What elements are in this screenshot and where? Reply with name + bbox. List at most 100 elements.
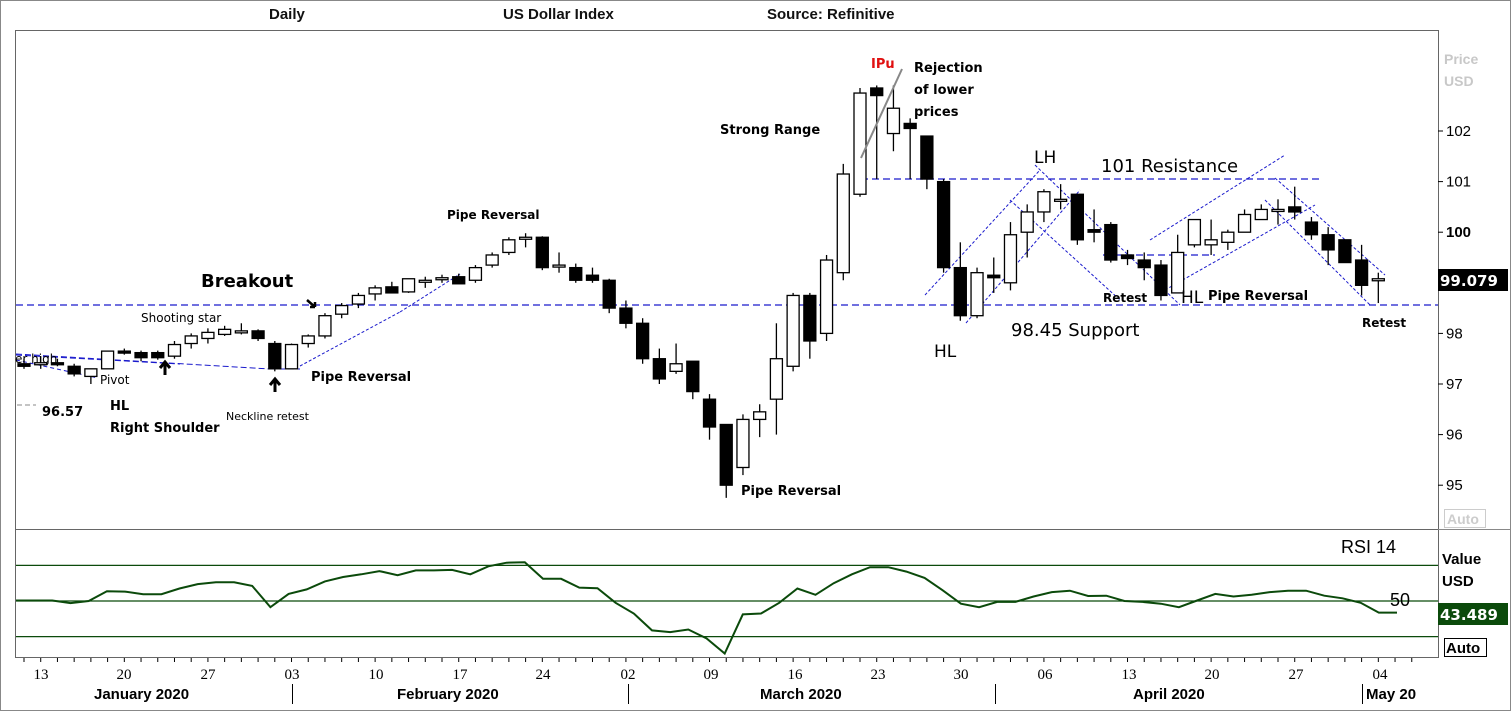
chart-title: US Dollar Index [503, 6, 614, 23]
day-tick-label: 04 [1373, 667, 1389, 683]
candle [619, 300, 633, 329]
price-tick-label: 97 [1446, 376, 1463, 393]
rsi-midline-label: 50 [1390, 590, 1410, 610]
candle [920, 135, 934, 190]
annotation-pipe-reversal-4: Pipe Reversal [1208, 289, 1308, 304]
candle [1271, 199, 1285, 225]
candle [485, 252, 499, 268]
annotation-resistance: 101 Resistance [1101, 156, 1238, 177]
candle [151, 350, 165, 360]
annotation-right-shoulder: Right Shoulder [110, 421, 220, 436]
annotation-support: 98.45 Support [1011, 320, 1139, 341]
annotation-hl-mid: HL [934, 342, 957, 362]
up-arrow-icon [158, 359, 172, 375]
candle [518, 233, 533, 248]
annotation-retest-2: Retest [1362, 316, 1406, 330]
month-label-april: April 2020 [1133, 686, 1205, 703]
candle [1254, 204, 1268, 221]
candle [1371, 272, 1385, 304]
candle [1087, 209, 1101, 243]
month-label-march: March 2020 [760, 686, 842, 703]
candle [769, 323, 784, 435]
annotation-rejection-2: of lower [914, 83, 974, 98]
day-tick-label: 30 [954, 667, 969, 683]
price-tick-label: 101 [1446, 174, 1471, 191]
day-tick-label: 16 [788, 667, 804, 683]
candle [50, 358, 65, 367]
candle [184, 333, 198, 349]
candle [886, 85, 901, 152]
day-tick-label: 20 [117, 667, 132, 683]
candlestick-series [17, 85, 1385, 498]
candle [251, 329, 265, 341]
period-label: Daily [269, 6, 305, 23]
price-auto-button[interactable]: Auto [1444, 509, 1486, 528]
candle [903, 118, 917, 180]
rsi-last-value: 43.489 [1440, 606, 1498, 624]
day-tick-label: 03 [285, 667, 300, 683]
day-tick-label: 27 [1289, 667, 1305, 683]
candle [936, 179, 951, 273]
candle [635, 318, 650, 364]
candle [1154, 260, 1168, 301]
annotation-shooting-star: Shooting star [141, 311, 221, 325]
annotation-pipe-reversal-2: Pipe Reversal [447, 208, 539, 222]
last-price-value: 99.079 [1440, 272, 1498, 290]
candle [468, 265, 483, 283]
breakout-arrow-icon [306, 299, 317, 309]
candle [1003, 222, 1018, 291]
month-label-january: January 2020 [94, 686, 189, 703]
candle [1354, 244, 1369, 296]
candle [84, 368, 98, 384]
candle [953, 242, 967, 321]
day-tick-label: 13 [34, 667, 49, 683]
candle [368, 285, 382, 301]
price-tick-label: 102 [1446, 123, 1471, 140]
candle [67, 363, 81, 377]
candle [502, 237, 516, 255]
svg-text:Auto: Auto [1447, 511, 1479, 527]
candle [1137, 252, 1151, 281]
candle [351, 292, 366, 309]
candle [318, 313, 332, 339]
candle [284, 343, 299, 370]
annotation-hl-left: HL [110, 399, 129, 414]
candle [870, 85, 884, 180]
candle [1221, 229, 1235, 250]
candle [335, 303, 349, 319]
candle [234, 323, 249, 335]
candle [401, 278, 416, 293]
source-label: Source: Refinitive [767, 6, 895, 23]
candle [134, 350, 148, 362]
annotation-breakout: Breakout [201, 271, 294, 292]
candle [1120, 249, 1135, 266]
rsi-panel [15, 529, 1439, 658]
annotation-pipe-reversal-1: Pipe Reversal [311, 370, 411, 385]
day-tick-label: 17 [453, 667, 469, 683]
candle [100, 350, 115, 370]
candle [452, 273, 466, 285]
svg-text:Auto: Auto [1446, 640, 1480, 657]
candle [669, 343, 683, 374]
candle [201, 328, 215, 344]
annotation-pivot: Pivot [100, 373, 130, 387]
candle [1053, 184, 1068, 210]
x-axis-ticks: 13 20 27 03 10 17 24 02 09 16 23 30 06 13 20 27 04 [23, 658, 1413, 683]
day-tick-label: 02 [621, 667, 636, 683]
candle [435, 274, 449, 283]
annotation-strong-range: Strong Range [720, 123, 820, 138]
rsi-series [16, 561, 1438, 656]
candle [1037, 189, 1051, 223]
rsi-auto-button[interactable]: Auto [1444, 638, 1487, 658]
annotation-neckline-retest: Neckline retest [226, 410, 310, 423]
day-tick-label: 24 [536, 667, 552, 683]
month-label-february: February 2020 [397, 686, 499, 703]
price-axis-unit: USD [1444, 73, 1474, 89]
candle [987, 257, 1001, 293]
rsi-axis-label: Value [1442, 551, 1481, 568]
price-tick-label: 96 [1446, 427, 1463, 444]
candle [385, 281, 399, 294]
month-label-may: May 20 [1366, 686, 1416, 703]
day-tick-label: 09 [704, 667, 719, 683]
